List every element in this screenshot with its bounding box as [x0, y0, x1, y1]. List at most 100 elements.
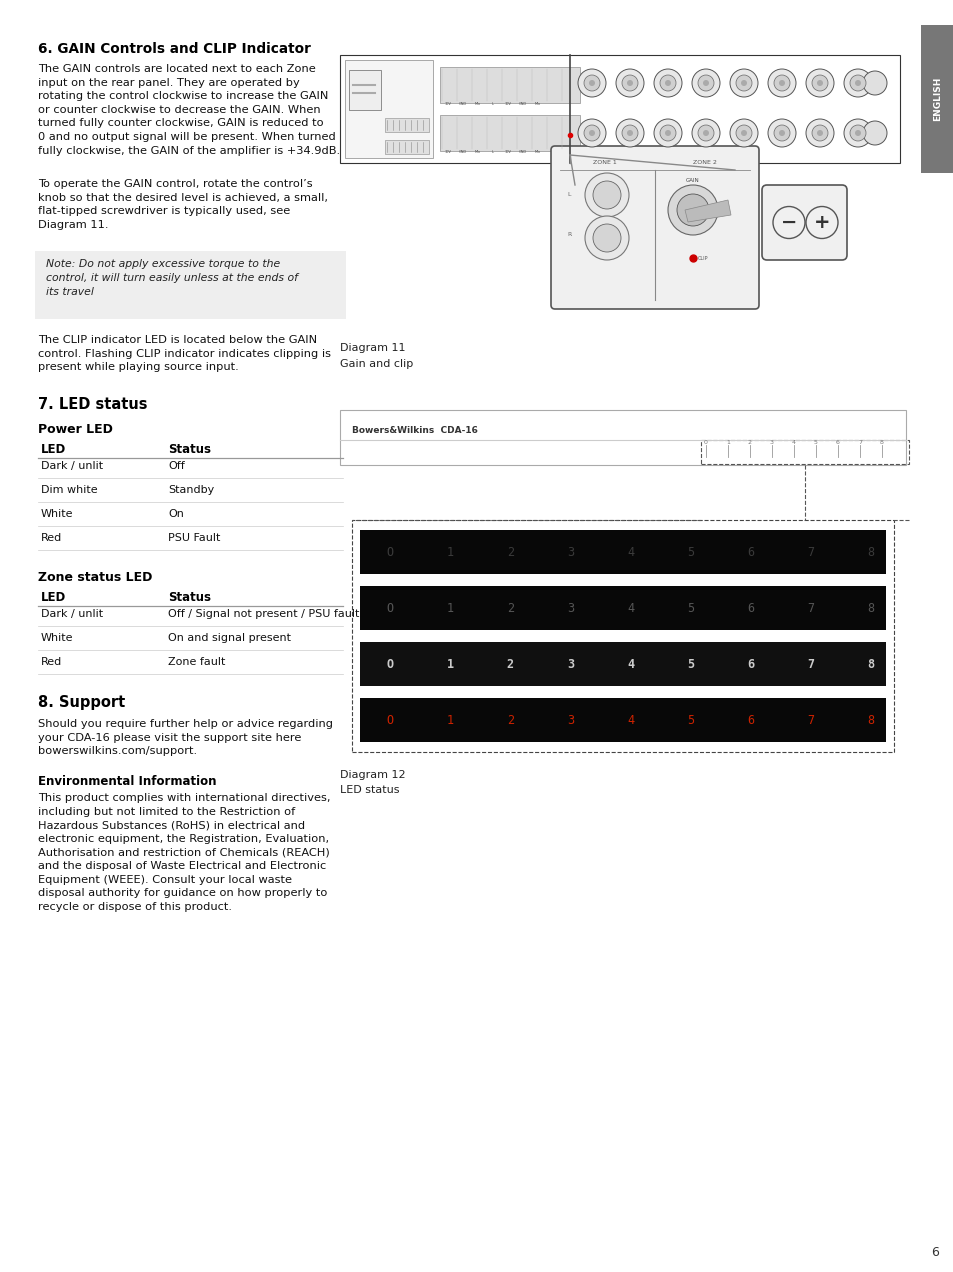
- Circle shape: [767, 120, 795, 148]
- Circle shape: [583, 125, 599, 141]
- Text: Zone status LED: Zone status LED: [38, 571, 152, 584]
- Text: LED: LED: [41, 443, 66, 455]
- Text: 7: 7: [806, 715, 814, 728]
- Text: LED status: LED status: [339, 785, 399, 795]
- Text: CLIP: CLIP: [698, 256, 708, 261]
- Text: On and signal present: On and signal present: [168, 633, 291, 644]
- Text: Mix: Mix: [475, 102, 480, 106]
- Text: 2: 2: [747, 440, 751, 445]
- Text: 1: 1: [446, 715, 454, 728]
- Circle shape: [849, 125, 865, 141]
- Text: This product complies with international directives,
including but not limited t: This product complies with international…: [38, 792, 330, 912]
- Text: Environmental Information: Environmental Information: [38, 775, 216, 787]
- Circle shape: [735, 75, 751, 92]
- Text: ENGLISH: ENGLISH: [932, 76, 941, 121]
- Bar: [385, 118, 429, 132]
- Text: Dark / unlit: Dark / unlit: [41, 460, 103, 471]
- Text: GND: GND: [458, 102, 467, 106]
- Text: Diagram 12: Diagram 12: [339, 770, 405, 780]
- Text: 10V: 10V: [444, 150, 451, 154]
- Circle shape: [779, 80, 784, 86]
- Text: 4: 4: [791, 440, 795, 445]
- Text: 7: 7: [806, 603, 814, 616]
- Circle shape: [621, 125, 638, 141]
- Circle shape: [805, 120, 833, 148]
- Bar: [339, 410, 905, 466]
- Text: White: White: [41, 509, 73, 519]
- Circle shape: [740, 130, 746, 136]
- Circle shape: [811, 125, 827, 141]
- Text: 2: 2: [506, 547, 514, 560]
- Circle shape: [588, 130, 595, 136]
- Text: Status: Status: [168, 443, 211, 455]
- Text: 3: 3: [566, 715, 574, 728]
- Text: 8. Support: 8. Support: [38, 695, 125, 710]
- Text: 8: 8: [879, 440, 883, 445]
- Text: On: On: [168, 509, 184, 519]
- Text: Red: Red: [41, 533, 62, 543]
- Circle shape: [698, 125, 713, 141]
- Circle shape: [667, 184, 718, 235]
- Text: 1: 1: [725, 440, 729, 445]
- Text: 4: 4: [626, 715, 634, 728]
- Circle shape: [664, 80, 670, 86]
- Circle shape: [583, 75, 599, 92]
- Bar: [349, 70, 380, 109]
- Text: ZONE 1: ZONE 1: [593, 160, 617, 165]
- Circle shape: [843, 69, 871, 97]
- Text: 8: 8: [866, 715, 874, 728]
- Circle shape: [816, 130, 822, 136]
- Text: 6: 6: [835, 440, 839, 445]
- Circle shape: [767, 69, 795, 97]
- Text: Power LED: Power LED: [38, 424, 112, 436]
- Text: O: O: [386, 603, 394, 616]
- Text: 8: 8: [866, 603, 874, 616]
- Text: LED: LED: [41, 591, 66, 604]
- Text: 3: 3: [566, 659, 574, 672]
- Circle shape: [593, 224, 620, 252]
- Circle shape: [729, 120, 758, 148]
- Text: 4: 4: [626, 659, 634, 672]
- Text: 5: 5: [686, 715, 694, 728]
- Circle shape: [616, 69, 643, 97]
- Text: 1: 1: [446, 547, 454, 560]
- FancyBboxPatch shape: [761, 184, 846, 259]
- Circle shape: [843, 120, 871, 148]
- Circle shape: [854, 80, 861, 86]
- Text: 4: 4: [626, 603, 634, 616]
- Circle shape: [626, 130, 633, 136]
- Text: 10V: 10V: [444, 102, 451, 106]
- Text: 5: 5: [813, 440, 817, 445]
- Circle shape: [654, 69, 681, 97]
- Text: 6: 6: [930, 1245, 938, 1258]
- Circle shape: [664, 130, 670, 136]
- Circle shape: [588, 80, 595, 86]
- Text: O: O: [386, 715, 394, 728]
- Text: 7. LED status: 7. LED status: [38, 397, 148, 412]
- Text: 3: 3: [769, 440, 773, 445]
- Text: 6: 6: [746, 659, 754, 672]
- Text: White: White: [41, 633, 73, 644]
- Circle shape: [773, 125, 789, 141]
- Bar: [352, 520, 893, 752]
- Bar: [385, 140, 429, 154]
- Bar: [439, 67, 579, 103]
- FancyBboxPatch shape: [551, 146, 759, 309]
- Circle shape: [816, 80, 822, 86]
- Bar: [359, 530, 885, 574]
- Bar: [439, 114, 579, 151]
- Text: 8: 8: [866, 547, 874, 560]
- Text: 6: 6: [746, 603, 754, 616]
- Text: 4: 4: [626, 547, 634, 560]
- Circle shape: [659, 125, 676, 141]
- Bar: [700, 440, 908, 464]
- Bar: [345, 60, 433, 158]
- Text: 5: 5: [686, 603, 694, 616]
- Text: To operate the GAIN control, rotate the control’s
knob so that the desired level: To operate the GAIN control, rotate the …: [38, 179, 328, 230]
- Text: 2: 2: [506, 659, 514, 672]
- Text: 6. GAIN Controls and CLIP Indicator: 6. GAIN Controls and CLIP Indicator: [38, 42, 311, 56]
- Circle shape: [578, 120, 605, 148]
- Text: Diagram 11: Diagram 11: [339, 343, 405, 354]
- Circle shape: [702, 130, 708, 136]
- Text: Off / Signal not present / PSU fault: Off / Signal not present / PSU fault: [168, 609, 359, 619]
